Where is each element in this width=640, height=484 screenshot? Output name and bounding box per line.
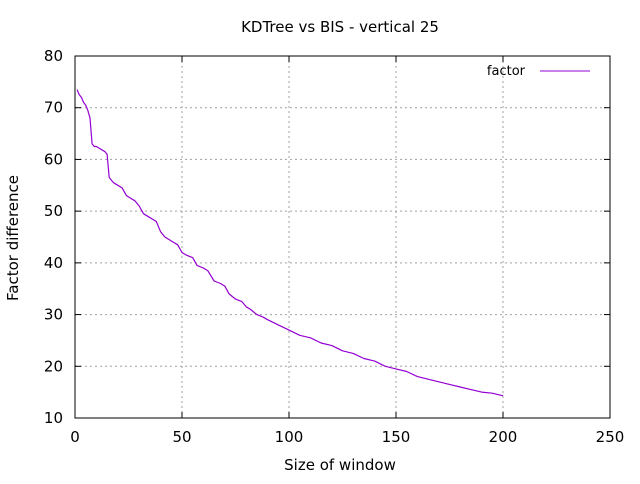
- y-tick-label: 80: [44, 47, 63, 65]
- legend: factor: [487, 64, 590, 79]
- series-layer: [76, 89, 504, 397]
- plot-border: [74, 55, 611, 419]
- x-tick-label: 150: [382, 428, 411, 446]
- y-tick-label: 10: [44, 409, 63, 427]
- chart-title: KDTree vs BIS - vertical 25: [241, 18, 439, 36]
- legend-label-factor: factor: [487, 64, 526, 79]
- y-tick-label: 30: [44, 306, 63, 324]
- y-tick-label: 70: [44, 99, 63, 117]
- x-tick-label: 50: [172, 428, 191, 446]
- y-tick-label: 40: [44, 254, 63, 272]
- x-tick-label: 100: [275, 428, 304, 446]
- series-line-factor: [76, 89, 504, 397]
- y-tick-label: 60: [44, 150, 63, 168]
- y-tick-label: 50: [44, 202, 63, 220]
- x-axis-label: Size of window: [284, 456, 396, 474]
- x-tick-label: 200: [489, 428, 518, 446]
- y-tick-label: 20: [44, 357, 63, 375]
- x-tick-label: 0: [70, 428, 80, 446]
- y-axis-label: Factor difference: [4, 175, 22, 301]
- axes: [74, 55, 611, 419]
- ticks: 0 50 100 150 200 250 10 20 30 40 50 60 70 80: [44, 47, 624, 446]
- x-tick-label: 250: [596, 428, 625, 446]
- grid: [75, 56, 610, 418]
